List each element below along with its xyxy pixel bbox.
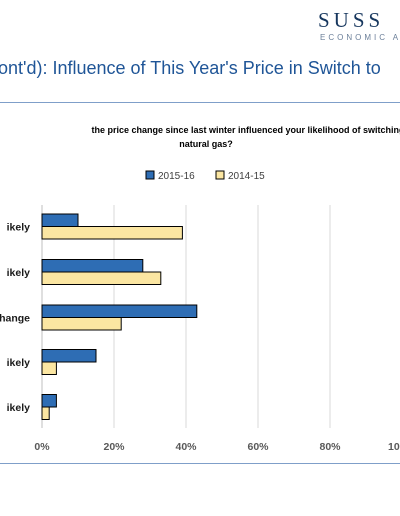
logo-wordmark: SUSS xyxy=(318,8,385,32)
category-label: ikely xyxy=(7,222,31,234)
x-tick-label: 60% xyxy=(247,441,269,453)
legend: 2015-16 2014-15 xyxy=(145,170,265,182)
bar-2015-16-4 xyxy=(41,394,57,408)
bar-2014-15-1 xyxy=(41,271,162,285)
legend-label: 2014-15 xyxy=(228,171,265,182)
bar-2014-15-4 xyxy=(41,406,50,420)
bars xyxy=(41,213,198,420)
x-tick-label: 10 xyxy=(388,441,400,453)
category-label: hange xyxy=(0,313,30,325)
bar-2015-16-0 xyxy=(41,213,79,227)
category-label: ikely xyxy=(7,267,31,279)
chart-question: the price change since last winter influ… xyxy=(0,123,400,151)
category-label: ikely xyxy=(7,357,31,369)
chart-title-line-2: natural gas? xyxy=(179,139,233,149)
x-tick-label: 40% xyxy=(175,441,197,453)
category-labels: ikely ikely hange ikely ikely xyxy=(0,222,30,415)
legend-label: 2015-16 xyxy=(158,171,195,182)
chart-title-line-1: the price change since last winter influ… xyxy=(91,125,400,135)
bar-2015-16-1 xyxy=(41,259,144,273)
x-tick-label: 0% xyxy=(34,441,50,453)
bar-2015-16-2 xyxy=(41,304,198,318)
x-tick-labels: 0% 20% 40% 60% 80% 10 xyxy=(34,441,399,453)
footer-divider xyxy=(0,463,400,464)
bar-2015-16-3 xyxy=(41,349,97,363)
x-tick-label: 20% xyxy=(103,441,125,453)
logo-tagline: ECONOMIC A xyxy=(320,33,400,42)
legend-swatch xyxy=(145,170,155,180)
category-label: ikely xyxy=(7,402,31,414)
slide-title: ont'd): Influence of This Year's Price i… xyxy=(0,58,381,78)
bar-2014-15-3 xyxy=(41,361,57,375)
bar-2014-15-2 xyxy=(41,317,122,331)
legend-swatch xyxy=(215,170,225,180)
x-tick-label: 80% xyxy=(319,441,341,453)
title-divider xyxy=(0,102,400,103)
bar-2014-15-0 xyxy=(41,226,183,240)
